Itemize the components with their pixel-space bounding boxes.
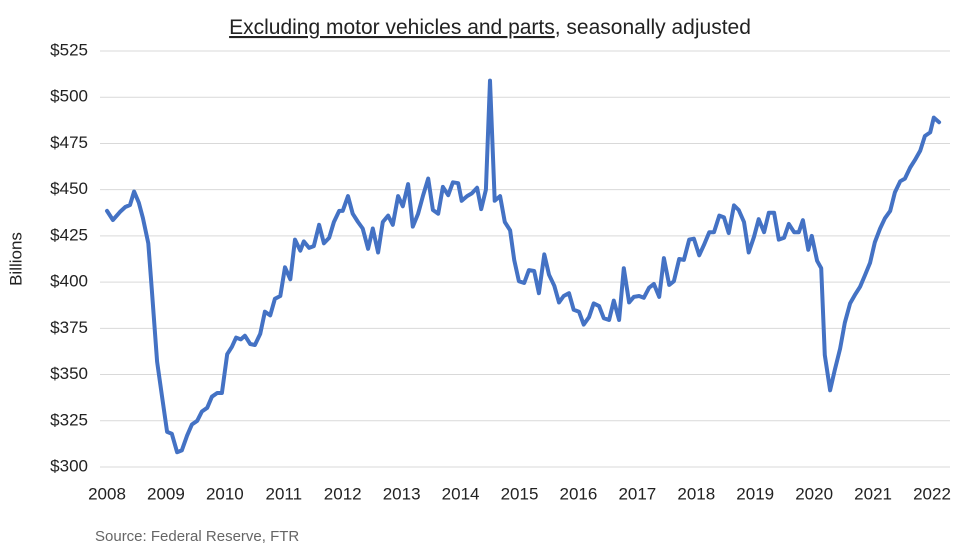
x-tick-label: 2010 — [206, 484, 244, 503]
y-axis-label: Billions — [6, 232, 25, 286]
x-tick-label: 2022 — [913, 484, 951, 503]
y-tick-label: $475 — [50, 133, 88, 152]
x-tick-label: 2021 — [854, 484, 892, 503]
source-note: Source: Federal Reserve, FTR — [95, 528, 299, 545]
y-tick-label: $500 — [50, 87, 88, 106]
data-line — [105, 78, 942, 455]
title-part: Excluding motor vehicles and parts — [229, 16, 555, 39]
y-tick-label: $525 — [50, 40, 88, 59]
x-tick-label: 2013 — [383, 484, 421, 503]
y-tick-label: $450 — [50, 179, 88, 198]
x-tick-label: 2009 — [147, 484, 185, 503]
y-tick-label: $350 — [50, 364, 88, 383]
title-part: , seasonally adjusted — [555, 16, 751, 39]
chart-title: Excluding motor vehicles and parts, seas… — [229, 16, 751, 39]
x-tick-label: 2011 — [266, 484, 303, 503]
y-tick-label: $300 — [50, 456, 88, 475]
y-tick-label: $325 — [50, 410, 88, 429]
x-tick-label: 2016 — [560, 484, 598, 503]
x-tick-label: 2020 — [795, 484, 833, 503]
x-tick-label: 2008 — [88, 484, 126, 503]
y-tick-label: $425 — [50, 225, 88, 244]
y-tick-label: $375 — [50, 318, 88, 337]
x-tick-label: 2015 — [501, 484, 539, 503]
y-tick-label: $400 — [50, 272, 88, 291]
x-tick-label: 2017 — [618, 484, 656, 503]
x-tick-label: 2014 — [442, 484, 480, 503]
x-tick-label: 2012 — [324, 484, 362, 503]
x-tick-label: 2018 — [677, 484, 715, 503]
x-tick-label: 2019 — [736, 484, 774, 503]
